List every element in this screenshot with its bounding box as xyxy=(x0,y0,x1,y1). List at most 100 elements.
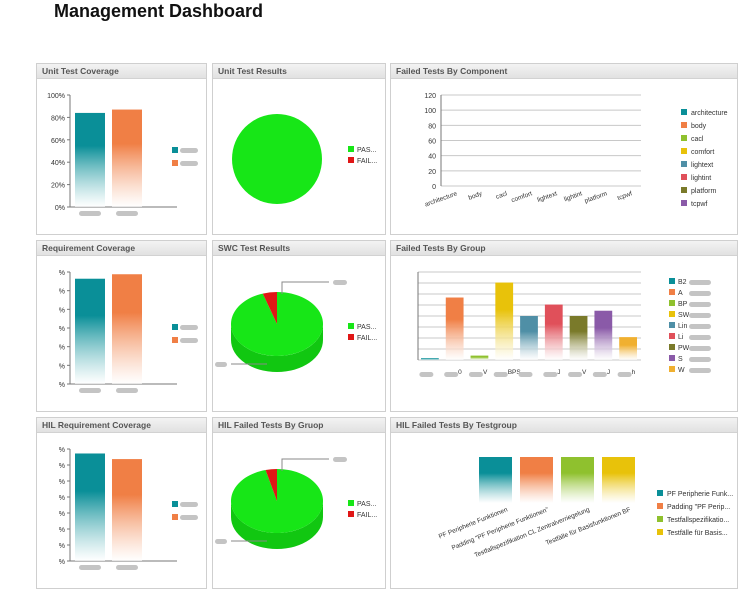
bar xyxy=(561,457,594,503)
legend-swatch xyxy=(669,289,675,295)
legend-swatch xyxy=(172,324,178,330)
panel-title: Unit Test Coverage xyxy=(37,64,206,79)
legend-swatch xyxy=(669,366,675,372)
y-tick-label: 40% xyxy=(51,160,65,167)
legend-swatch xyxy=(348,500,354,506)
panel-title: Failed Tests By Group xyxy=(391,241,737,256)
blurred-label xyxy=(215,362,227,367)
panel-unit-test-results: Unit Test Results PAS... FAIL... xyxy=(212,63,386,235)
y-tick-label: % xyxy=(59,463,65,470)
y-tick-label: % xyxy=(59,326,65,333)
legend-swatch xyxy=(669,322,675,328)
pie-slice xyxy=(265,469,277,501)
panel-hil-failed-tests-by-testgroup: HIL Failed Tests By Testgroup PF Periphe… xyxy=(390,417,738,589)
legend-label: FAIL... xyxy=(357,158,377,165)
legend-swatch xyxy=(172,160,178,166)
bar xyxy=(112,274,142,384)
y-tick-label: % xyxy=(59,447,65,454)
blurred-label xyxy=(419,372,434,377)
panel-hil-requirement-coverage: HIL Requirement Coverage %%%%%%%% xyxy=(36,417,207,589)
panel-title: HIL Failed Tests By Gruop xyxy=(213,418,385,433)
blurred-label xyxy=(493,372,508,377)
legend-swatch xyxy=(681,161,687,167)
y-tick-label: % xyxy=(59,479,65,486)
blurred-label xyxy=(689,357,711,362)
bar xyxy=(520,457,553,503)
hil-failed-tests-by-gruop-chart: PAS... FAIL... xyxy=(215,457,377,549)
pie-side xyxy=(231,501,323,549)
legend-swatch xyxy=(348,146,354,152)
legend-swatch xyxy=(669,355,675,361)
x-tick-label: J xyxy=(557,369,560,376)
legend-label: Testfallspezifikatio... xyxy=(667,517,729,524)
y-tick-label: % xyxy=(59,363,65,370)
bar xyxy=(602,457,635,503)
blurred-label xyxy=(689,302,711,307)
y-tick-label: % xyxy=(59,307,65,314)
bar xyxy=(112,459,142,561)
legend-swatch xyxy=(172,501,178,507)
bar xyxy=(544,304,563,360)
legend-label: SW xyxy=(678,312,690,319)
bar xyxy=(112,109,142,207)
y-tick-label: 0% xyxy=(55,205,65,212)
hil-requirement-coverage-chart: %%%%%%%% xyxy=(59,447,198,570)
x-tick-label: 0 xyxy=(458,369,462,376)
y-tick-label: 40 xyxy=(428,154,436,161)
bar xyxy=(520,316,538,360)
panel-requirement-coverage: Requirement Coverage %%%%%%% xyxy=(36,240,207,412)
bar xyxy=(445,297,464,360)
legend-label: W xyxy=(678,367,685,374)
panel-title: Requirement Coverage xyxy=(37,241,206,256)
bar xyxy=(479,457,512,503)
pie-slice xyxy=(232,114,322,204)
panel-unit-test-coverage: Unit Test Coverage 0% 20% 40% 60% 80% 100% xyxy=(36,63,207,235)
y-tick-label: 60 xyxy=(428,139,436,146)
panel-swc-test-results: SWC Test Results PAS... FAIL... xyxy=(212,240,386,412)
blurred-label xyxy=(180,338,198,343)
legend-swatch xyxy=(172,337,178,343)
legend-swatch xyxy=(681,122,687,128)
legend-swatch xyxy=(657,490,663,496)
legend-swatch xyxy=(669,300,675,306)
legend-label: Lin xyxy=(678,323,687,330)
legend-label: architecture xyxy=(691,110,728,117)
requirement-coverage-chart: %%%%%%% xyxy=(59,270,198,393)
x-tick-label: V xyxy=(582,369,587,376)
unit-test-coverage-chart: 0% 20% 40% 60% 80% 100% xyxy=(47,93,198,216)
blurred-label xyxy=(689,368,711,373)
legend-label: PW xyxy=(678,345,690,352)
y-tick-label: 120 xyxy=(424,93,436,100)
bar xyxy=(75,453,105,561)
blurred-label xyxy=(689,324,711,329)
x-tick-label: V xyxy=(483,369,488,376)
y-tick-label: 20% xyxy=(51,183,65,190)
legend-label: lightint xyxy=(691,175,711,182)
bar xyxy=(470,355,489,360)
blurred-label xyxy=(543,372,558,377)
blurred-label xyxy=(333,457,347,462)
x-tick-label: cacl xyxy=(495,190,509,201)
blurred-label xyxy=(689,291,711,296)
legend-label: body xyxy=(691,123,707,130)
legend-swatch xyxy=(681,200,687,206)
panel-title: SWC Test Results xyxy=(213,241,385,256)
legend-swatch xyxy=(348,511,354,517)
legend-swatch xyxy=(657,529,663,535)
bar xyxy=(75,112,105,207)
bar xyxy=(75,278,105,384)
y-tick-label: % xyxy=(59,511,65,518)
blurred-label xyxy=(689,335,711,340)
blurred-label xyxy=(180,161,198,166)
blurred-label xyxy=(180,148,198,153)
panel-failed-tests-by-component: Failed Tests By Component 0 20 40 60 80 100 12… xyxy=(390,63,738,235)
legend-swatch xyxy=(669,278,675,284)
legend-label: platform xyxy=(691,188,716,195)
legend-label: Padding "PF Perip... xyxy=(667,504,730,511)
bar xyxy=(619,337,637,360)
y-tick-label: 80% xyxy=(51,115,65,122)
legend-label: A xyxy=(678,290,683,297)
legend-swatch xyxy=(348,157,354,163)
